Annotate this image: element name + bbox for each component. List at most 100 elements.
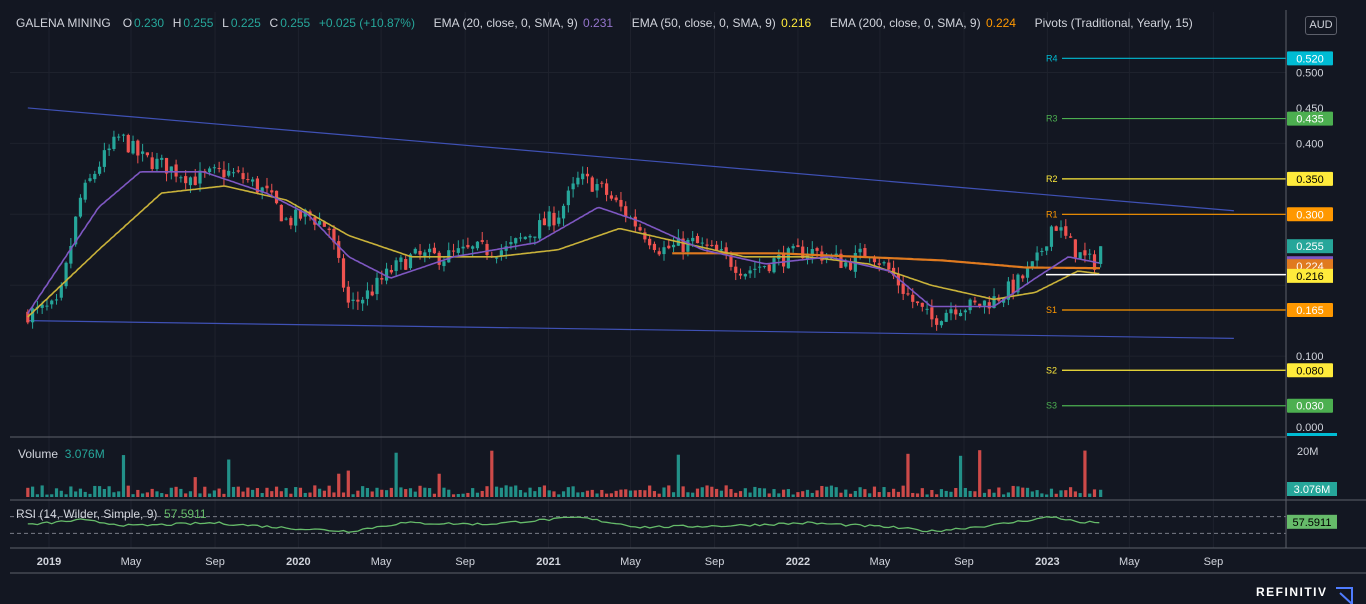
pivots-label[interactable]: Pivots (Traditional, Yearly, 15) [1034,16,1193,30]
currency-button[interactable]: AUD [1305,16,1337,35]
pivot-label-r3: R3 [1046,114,1058,124]
volume-bar [471,488,475,497]
rsi-badge-bg [1287,514,1337,529]
candle-body [193,176,197,186]
volume-bar [1006,492,1010,497]
volume-bar [590,489,594,497]
candle-body [561,205,566,219]
candle-body [131,140,135,154]
volume-bar [150,488,154,497]
volume-bar [896,491,900,497]
volume-bar [1073,491,1077,497]
candle-body [54,299,59,301]
time-axis[interactable]: 2019 May Sep 2020 May Sep 2021 May Sep 2022 May Sep… [37,556,1223,568]
candle-body [906,293,910,295]
trend-lines [27,107,1234,339]
volume-bar [169,487,173,497]
candle-body [1045,246,1049,251]
candle-body [442,261,446,267]
volume-bar [298,487,303,497]
ema50-label[interactable]: EMA (50, close, 0, SMA, 9) [631,16,776,30]
candle-body [136,140,140,156]
volume-bar [188,491,193,497]
x-tick-label: May [371,556,392,568]
volume-bar [638,489,642,497]
candle-body [1078,252,1082,259]
volume-bar [499,487,503,497]
volume-bar [925,494,929,497]
volume-bar [777,493,781,497]
candle-body [772,258,776,273]
volume-bar [313,485,317,497]
candle-body [279,204,283,222]
candle-body [222,169,226,178]
y-tick-label: 0.000 [1296,422,1324,434]
volume-bar [810,492,814,497]
volume-bar [117,491,121,497]
volume-bar [1059,490,1063,497]
volume-bar [289,493,293,497]
pivot-badge-r1: 0.300 [1296,209,1324,221]
candle-body [648,238,652,246]
x-tick-label: May [870,556,891,568]
low-value: 0.225 [230,16,261,30]
candle-body [509,242,513,245]
candle-body [1049,226,1054,247]
candle-body [738,273,743,276]
volume-bar [1068,487,1073,497]
rsi-pane: 57.5911 [10,514,1337,534]
volume-bar [1064,490,1068,497]
x-tick-label: 2020 [286,556,310,568]
volume-bar [102,488,106,497]
volume-bar [571,486,575,497]
volume-bar [978,450,982,497]
close-value: 0.255 [280,16,311,30]
volume-bar [241,491,245,497]
volume-bar [557,494,561,497]
candle-body [260,187,264,193]
candle-body [523,236,527,240]
volume-bar [69,486,73,497]
volume-legend: Volume 3.076M [18,447,105,461]
candle-body [318,221,322,225]
volume-bar [538,487,542,497]
ema20-label[interactable]: EMA (20, close, 0, SMA, 9) [433,16,578,30]
candle-body [810,249,814,255]
volume-bar [605,493,609,497]
candle-body [796,245,800,248]
volume-bar [863,489,867,497]
candle-body [155,158,159,170]
candle-body [600,182,604,184]
pivot-badge-r3-bg [1287,111,1333,126]
ema200-label[interactable]: EMA (200, close, 0, SMA, 9) [829,16,981,30]
candle-body [576,177,580,185]
volume-bar [97,486,102,497]
symbol-name[interactable]: GALENA MINING [16,16,111,30]
candle-body [346,286,350,303]
volume-bar [671,492,676,497]
candle-body [351,299,355,301]
candle-body [389,269,393,273]
y-tick-label: 0.500 [1296,68,1324,80]
candle-body [461,246,465,249]
candle-body [126,135,130,153]
candle-body [428,248,432,253]
volume-bar [351,494,355,497]
candle-body [270,190,274,193]
candle-body [958,312,963,317]
candle-body [141,151,145,154]
volume-bar [1035,490,1039,497]
volume-bar [184,493,188,497]
volume-bar [1045,494,1049,497]
open-label: O [122,16,133,30]
candle-body [901,283,905,294]
candle-body [150,157,154,169]
candle-body [1099,246,1103,264]
candle-body [1064,226,1068,236]
volume-bar [451,494,456,497]
candle-body [1088,253,1092,255]
volume-label[interactable]: Volume [18,447,59,461]
rsi-line [27,516,1100,533]
rsi-label[interactable]: RSI (14, Wilder, Simple, 9) [16,507,158,521]
candle-body [753,268,757,270]
